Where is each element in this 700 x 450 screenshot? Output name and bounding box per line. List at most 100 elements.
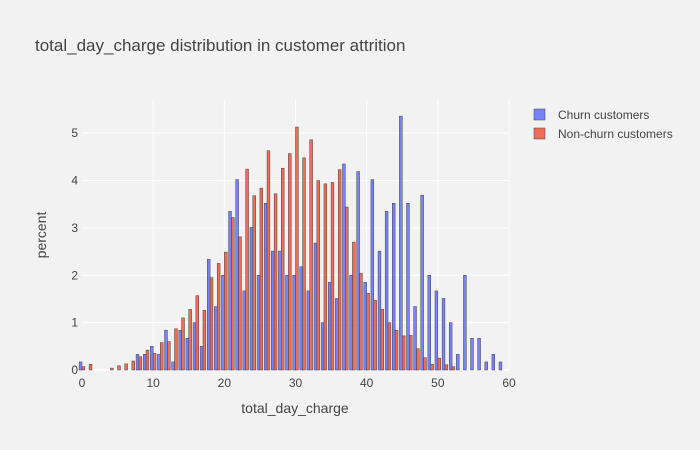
non-churn-bar[interactable] [138, 356, 143, 371]
churn-bar[interactable] [142, 354, 147, 371]
churn-bar[interactable] [235, 179, 239, 371]
legend-item[interactable]: Non-churn customers [533, 127, 673, 141]
non-churn-bar[interactable] [316, 180, 320, 371]
churn-bar[interactable] [384, 211, 389, 371]
non-churn-bar[interactable] [160, 342, 164, 371]
churn-bar[interactable] [356, 171, 360, 371]
churn-bar[interactable] [363, 282, 367, 371]
churn-bar[interactable] [78, 361, 83, 371]
non-churn-bar[interactable] [181, 317, 185, 371]
non-churn-bar[interactable] [216, 263, 221, 371]
churn-bar[interactable] [342, 163, 346, 371]
non-churn-bar[interactable] [302, 157, 306, 371]
churn-bar[interactable] [228, 211, 232, 371]
non-churn-bar[interactable] [337, 169, 342, 371]
non-churn-bar[interactable] [81, 366, 86, 371]
churn-bar[interactable] [313, 242, 318, 371]
non-churn-bar[interactable] [423, 357, 427, 371]
non-churn-bar[interactable] [259, 187, 264, 371]
non-churn-bar[interactable] [451, 366, 456, 371]
churn-bar[interactable] [157, 354, 161, 371]
churn-bar[interactable] [335, 298, 339, 371]
non-churn-bar[interactable] [245, 168, 249, 371]
churn-bar[interactable] [171, 361, 175, 371]
non-churn-bar[interactable] [174, 328, 178, 371]
legend-item[interactable]: Churn customers [533, 108, 649, 122]
non-churn-bar[interactable] [145, 349, 150, 371]
non-churn-bar[interactable] [409, 335, 413, 371]
non-churn-bar[interactable] [309, 139, 313, 371]
non-churn-bar[interactable] [345, 206, 349, 371]
non-churn-bar[interactable] [252, 195, 256, 371]
non-churn-bar[interactable] [110, 367, 114, 371]
non-churn-bar[interactable] [167, 341, 171, 371]
non-churn-bar[interactable] [416, 348, 420, 371]
non-churn-bar[interactable] [231, 217, 235, 371]
non-churn-bar[interactable] [330, 182, 335, 371]
churn-bar[interactable] [285, 275, 289, 371]
churn-bar[interactable] [292, 275, 296, 371]
non-churn-bar[interactable] [444, 364, 449, 371]
churn-bar[interactable] [413, 306, 417, 371]
non-churn-bar[interactable] [288, 153, 292, 371]
churn-bar[interactable] [441, 298, 446, 371]
non-churn-bar[interactable] [430, 364, 434, 371]
non-churn-bar[interactable] [387, 322, 392, 371]
non-churn-bar[interactable] [124, 363, 128, 371]
churn-bar[interactable] [214, 306, 218, 371]
non-churn-bar[interactable] [437, 357, 441, 371]
churn-bar[interactable] [427, 275, 431, 371]
non-churn-bar[interactable] [402, 335, 406, 371]
non-churn-bar[interactable] [188, 309, 192, 371]
churn-bar[interactable] [242, 290, 246, 371]
non-churn-bar[interactable] [195, 295, 199, 371]
churn-bar[interactable] [256, 275, 261, 371]
non-churn-bar[interactable] [224, 251, 228, 371]
non-churn-bar[interactable] [152, 353, 157, 371]
churn-bar[interactable] [185, 338, 189, 371]
churn-bar[interactable] [306, 290, 310, 371]
churn-bar[interactable] [399, 115, 403, 371]
churn-bar[interactable] [327, 282, 332, 371]
churn-bar[interactable] [178, 329, 182, 371]
non-churn-bar[interactable] [238, 236, 242, 371]
churn-bar[interactable] [392, 203, 396, 371]
churn-bar[interactable] [406, 203, 410, 371]
churn-bar[interactable] [199, 346, 204, 371]
churn-bar[interactable] [278, 250, 282, 371]
churn-bar[interactable] [484, 361, 488, 371]
non-churn-bar[interactable] [359, 273, 363, 371]
churn-bar[interactable] [498, 361, 503, 371]
churn-bar[interactable] [477, 338, 481, 371]
non-churn-bar[interactable] [281, 167, 285, 371]
non-churn-bar[interactable] [373, 300, 377, 371]
churn-bar[interactable] [192, 322, 197, 371]
non-churn-bar[interactable] [366, 293, 370, 371]
churn-bar[interactable] [434, 290, 439, 371]
churn-bar[interactable] [463, 275, 467, 371]
churn-bar[interactable] [491, 354, 496, 371]
churn-bar[interactable] [221, 275, 225, 371]
churn-bar[interactable] [271, 250, 275, 371]
churn-bar[interactable] [456, 354, 460, 371]
non-churn-bar[interactable] [273, 193, 278, 371]
churn-bar[interactable] [249, 227, 254, 371]
churn-bar[interactable] [150, 346, 154, 371]
churn-bar[interactable] [263, 203, 268, 371]
non-churn-bar[interactable] [380, 309, 384, 371]
non-churn-bar[interactable] [209, 277, 214, 371]
churn-bar[interactable] [377, 250, 382, 371]
non-churn-bar[interactable] [266, 150, 271, 371]
churn-bar[interactable] [420, 194, 424, 371]
legend[interactable]: Churn customers Non-churn customers [533, 108, 673, 141]
non-churn-bar[interactable] [117, 365, 121, 371]
non-churn-bar[interactable] [323, 183, 328, 371]
churn-bar[interactable] [164, 329, 168, 371]
non-churn-bar[interactable] [202, 310, 207, 371]
non-churn-bar[interactable] [88, 364, 93, 371]
churn-bar[interactable] [370, 179, 375, 371]
churn-bar[interactable] [320, 322, 325, 371]
churn-bar[interactable] [207, 258, 211, 371]
non-churn-bar[interactable] [131, 360, 135, 371]
non-churn-bar[interactable] [352, 241, 356, 371]
